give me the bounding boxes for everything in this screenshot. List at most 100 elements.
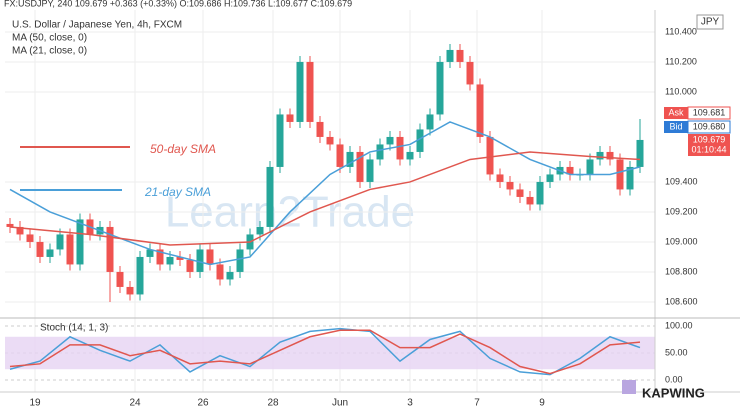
y-tick-label: 110.200	[665, 56, 697, 66]
currency-box	[696, 14, 724, 30]
brand-icon	[622, 380, 636, 394]
y-tick-label: 0.00	[665, 374, 683, 384]
candle-body	[616, 159, 624, 190]
annotation: 21-day SMA	[144, 185, 211, 199]
x-tick-label: 9	[539, 398, 545, 409]
candle-body	[46, 249, 54, 257]
bid-box	[687, 120, 731, 134]
y-tick-label: 100.00	[665, 320, 693, 330]
line	[9, 329, 641, 375]
stoch-title: Stoch (14, 1, 3)	[40, 323, 108, 334]
y-tick-label: 109.000	[665, 236, 698, 246]
candle-body	[106, 226, 114, 272]
candle-body	[26, 234, 34, 242]
candle-body	[206, 249, 214, 265]
x-tick-label: 28	[267, 398, 279, 409]
candle-body	[66, 234, 74, 265]
x-tick-label: 7	[474, 398, 480, 409]
bid-badge	[664, 121, 688, 133]
candle-body	[6, 223, 14, 227]
x-tick-label: 19	[29, 398, 41, 409]
ma21-legend: MA (21, close, 0)	[12, 46, 87, 57]
candle-body	[56, 234, 64, 250]
symbol-line: FX:USDJPY, 240 109.679 +0.363 (+0.33%) O…	[4, 0, 352, 8]
candle-body	[366, 159, 374, 182]
x-tick-label: Jun	[332, 398, 348, 409]
candle-body	[16, 226, 24, 235]
candle-body	[306, 61, 314, 122]
candle-body	[526, 196, 534, 205]
candle-body	[596, 151, 604, 160]
candle-body	[136, 256, 144, 295]
candle-body	[346, 151, 354, 167]
candle-body	[286, 114, 294, 122]
candle-body	[196, 249, 204, 272]
ask-value: 109.681	[693, 107, 726, 117]
candle-body	[266, 166, 274, 227]
candle-body	[606, 151, 614, 160]
candle-body	[516, 189, 524, 197]
y-tick-label: 108.600	[665, 296, 698, 306]
candle-body	[336, 144, 344, 167]
last-badge	[688, 134, 730, 156]
candle-body	[566, 166, 574, 175]
y-tick-label: 109.400	[665, 176, 698, 186]
candle-body	[126, 286, 134, 295]
candle-body	[476, 84, 484, 137]
last-price: 109.679	[693, 134, 726, 144]
candle-body	[176, 256, 184, 260]
bid-label: Bid	[669, 121, 682, 131]
candle-body	[356, 151, 364, 182]
candle-body	[636, 139, 644, 167]
candle-body	[626, 166, 634, 190]
ask-badge	[664, 107, 688, 119]
y-tick-label: 108.800	[665, 266, 698, 276]
candle-body	[146, 249, 154, 257]
stoch-band	[5, 336, 655, 370]
x-tick-label: 24	[129, 398, 141, 409]
candle-body	[156, 249, 164, 265]
candle-body	[416, 129, 424, 152]
x-tick-label: 26	[197, 398, 209, 409]
candle-body	[326, 136, 334, 145]
candle-body	[316, 121, 324, 137]
line	[9, 151, 641, 246]
candle-body	[456, 49, 464, 62]
candle-body	[376, 144, 384, 160]
candle-body	[466, 61, 474, 85]
bid-value: 109.680	[693, 121, 726, 131]
candle-body	[546, 174, 554, 182]
candle-body	[36, 241, 44, 257]
candle-body	[396, 136, 404, 160]
ask-label: Ask	[668, 107, 684, 117]
y-tick-label: 110.000	[665, 86, 697, 96]
candle-body	[496, 174, 504, 182]
line	[9, 327, 641, 376]
chart-title: U.S. Dollar / Japanese Yen, 4h, FXCM	[12, 20, 182, 31]
candle-body	[426, 114, 434, 130]
candle-body	[226, 271, 234, 280]
candle-body	[116, 271, 124, 287]
ma50-legend: MA (50, close, 0)	[12, 33, 87, 44]
y-tick-label: 110.400	[665, 26, 697, 36]
candle-body	[296, 61, 304, 122]
countdown: 01:10:44	[691, 144, 726, 154]
annotation: 50-day SMA	[150, 142, 216, 156]
candle-body	[446, 49, 454, 62]
y-tick-label: 50.00	[665, 347, 688, 357]
brand: KAPWING	[642, 385, 705, 400]
candle-body	[256, 226, 264, 235]
candle-body	[436, 61, 444, 115]
candle-body	[76, 219, 84, 265]
candle-body	[236, 249, 244, 272]
x-tick-label: 3	[407, 398, 413, 409]
ask-box	[687, 106, 731, 120]
candle-body	[166, 256, 174, 265]
candle-body	[406, 151, 414, 160]
candle-body	[486, 136, 494, 175]
currency: JPY	[701, 17, 720, 28]
candle-body	[586, 159, 594, 175]
candle-body	[216, 264, 224, 280]
candle-body	[506, 181, 514, 190]
